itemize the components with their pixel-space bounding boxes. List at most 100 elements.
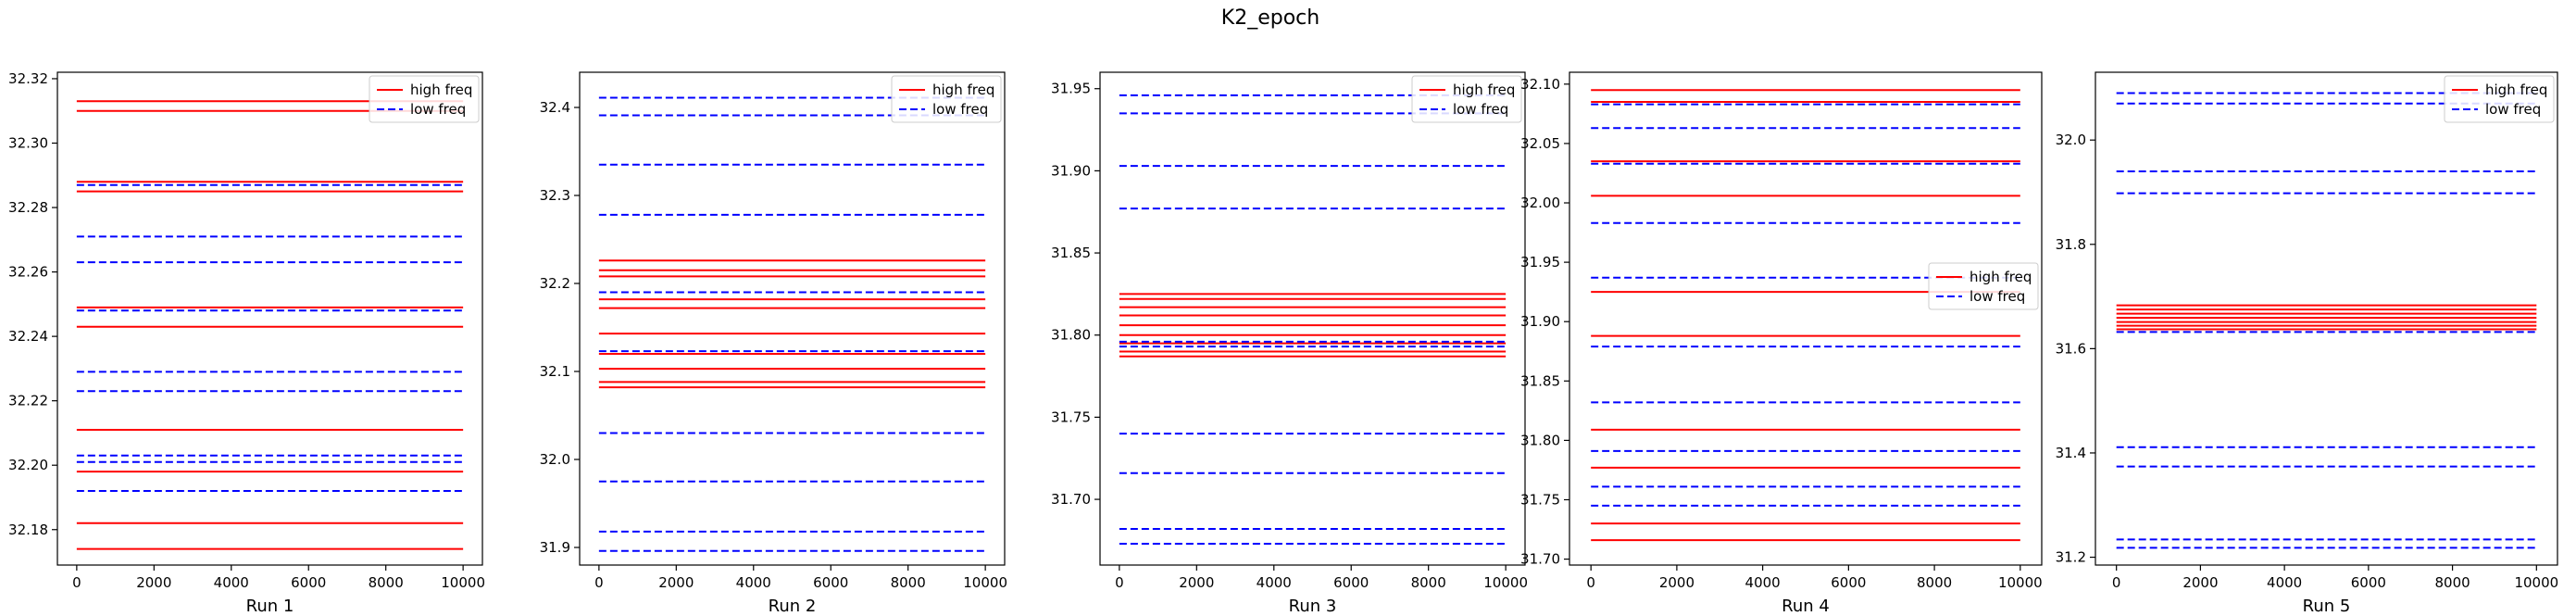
legend-label: low freq <box>2485 101 2541 118</box>
y-tick-label: 31.75 <box>1051 409 1091 425</box>
x-tick-label: 4000 <box>2267 574 2302 591</box>
subplot-4: 0 2000 4000 6000 8000 10000 31.70 31.75 31.80 31.… <box>1520 71 2043 616</box>
x-axis-label: Run 4 <box>1782 597 1830 616</box>
x-axis-label: Run 3 <box>1289 597 1337 616</box>
y-tick-label: 32.00 <box>1520 195 1560 211</box>
subplot-5: 0 2000 4000 6000 8000 10000 31.2 31.4 31.6 31.8 32… <box>2056 71 2558 616</box>
x-tick-label: 2000 <box>658 574 694 591</box>
x-tick-label: 0 <box>1586 574 1595 591</box>
axes-frame <box>2095 71 2558 566</box>
x-axis-label: Run 5 <box>2303 597 2351 616</box>
y-tick-label: 31.70 <box>1520 551 1560 568</box>
x-tick-label: 2000 <box>136 574 171 591</box>
legend-box <box>369 75 480 123</box>
y-tick-label: 31.90 <box>1520 313 1560 330</box>
y-tick-label: 31.95 <box>1520 254 1560 270</box>
x-tick-label: 2000 <box>2182 574 2218 591</box>
x-tick-label: 4000 <box>1745 574 1781 591</box>
x-tick-label: 10000 <box>963 574 1007 591</box>
legend: high freq low freq <box>1411 75 1522 123</box>
y-tick-label: 32.20 <box>8 457 48 473</box>
subplot-2: 0 2000 4000 6000 8000 10000 31.9 32.0 32.1 32.2 32… <box>540 71 1007 616</box>
legend-box <box>2444 75 2555 123</box>
x-tick-label: 6000 <box>1831 574 1866 591</box>
x-tick-label: 10000 <box>1483 574 1528 591</box>
x-tick-label: 8000 <box>1411 574 1446 591</box>
y-tick-label: 31.8 <box>2056 236 2086 253</box>
x-tick-label: 8000 <box>891 574 926 591</box>
x-tick-label: 6000 <box>291 574 326 591</box>
x-axis-label: Run 2 <box>769 597 817 616</box>
axes-frame <box>1099 71 1526 566</box>
y-tick-label: 32.28 <box>8 199 48 216</box>
y-tick-label: 32.0 <box>540 451 570 468</box>
x-tick-label: 4000 <box>736 574 771 591</box>
y-tick-label: 31.80 <box>1520 432 1560 448</box>
figure-title: K2_epoch <box>1221 6 1319 30</box>
legend-label: low freq <box>1970 288 2025 305</box>
axes-frame <box>1569 71 2043 566</box>
x-tick-label: 0 <box>72 574 81 591</box>
legend-label: high freq <box>2485 82 2547 98</box>
legend-label: low freq <box>1453 101 1508 118</box>
y-tick-label: 31.75 <box>1520 491 1560 508</box>
y-tick-label: 31.4 <box>2056 445 2086 461</box>
y-tick-label: 31.9 <box>540 539 570 556</box>
x-tick-label: 0 <box>594 574 604 591</box>
axes-frame <box>579 71 1006 566</box>
legend-box <box>891 75 1002 123</box>
x-tick-label: 2000 <box>1179 574 1214 591</box>
legend-box <box>1411 75 1522 123</box>
legend-label: high freq <box>932 82 994 98</box>
x-tick-label: 8000 <box>1917 574 1952 591</box>
legend-label: low freq <box>932 101 988 118</box>
y-tick-label: 31.85 <box>1051 245 1091 261</box>
y-tick-label: 32.22 <box>8 393 48 409</box>
x-tick-label: 6000 <box>2351 574 2386 591</box>
y-tick-label: 31.2 <box>2056 549 2086 566</box>
legend-label: high freq <box>1970 269 2032 285</box>
legend: high freq low freq <box>2444 75 2555 123</box>
x-tick-label: 10000 <box>1998 574 2043 591</box>
subplot-3: 0 2000 4000 6000 8000 10000 31.70 31.75 31.80 31.… <box>1051 71 1528 616</box>
y-tick-label: 32.4 <box>540 99 570 116</box>
legend-label: low freq <box>410 101 466 118</box>
subplot-1: 0 2000 4000 6000 8000 10000 32.18 32.20 32.22 32.… <box>8 70 485 616</box>
y-tick-label: 31.6 <box>2056 340 2086 357</box>
x-tick-label: 6000 <box>813 574 848 591</box>
x-tick-label: 4000 <box>1257 574 1292 591</box>
legend: high freq low freq <box>1928 262 2039 310</box>
y-tick-label: 31.80 <box>1051 327 1091 344</box>
y-tick-label: 31.85 <box>1520 372 1560 389</box>
y-tick-label: 32.2 <box>540 275 570 292</box>
y-tick-label: 32.18 <box>8 522 48 538</box>
x-tick-label: 0 <box>1115 574 1124 591</box>
y-tick-label: 32.1 <box>540 363 570 380</box>
x-tick-label: 0 <box>2112 574 2121 591</box>
x-tick-label: 2000 <box>1659 574 1694 591</box>
y-tick-label: 32.10 <box>1520 76 1560 93</box>
y-tick-label: 32.26 <box>8 264 48 281</box>
y-tick-label: 32.32 <box>8 70 48 87</box>
y-tick-label: 32.24 <box>8 328 48 345</box>
x-tick-label: 4000 <box>214 574 249 591</box>
legend: high freq low freq <box>369 75 480 123</box>
axes-frame <box>56 71 483 566</box>
legend-label: high freq <box>1453 82 1515 98</box>
y-tick-label: 31.95 <box>1051 81 1091 97</box>
y-tick-label: 31.70 <box>1051 491 1091 508</box>
y-tick-label: 32.3 <box>540 187 570 204</box>
legend: high freq low freq <box>891 75 1002 123</box>
legend-box <box>1928 262 2039 310</box>
y-tick-label: 32.30 <box>8 134 48 151</box>
y-tick-label: 31.90 <box>1051 162 1091 179</box>
y-tick-label: 32.05 <box>1520 135 1560 152</box>
x-tick-label: 10000 <box>441 574 485 591</box>
x-tick-label: 6000 <box>1333 574 1369 591</box>
x-axis-label: Run 1 <box>246 597 294 616</box>
x-tick-label: 8000 <box>369 574 404 591</box>
legend-label: high freq <box>410 82 472 98</box>
x-tick-label: 10000 <box>2514 574 2558 591</box>
x-tick-label: 8000 <box>2434 574 2470 591</box>
